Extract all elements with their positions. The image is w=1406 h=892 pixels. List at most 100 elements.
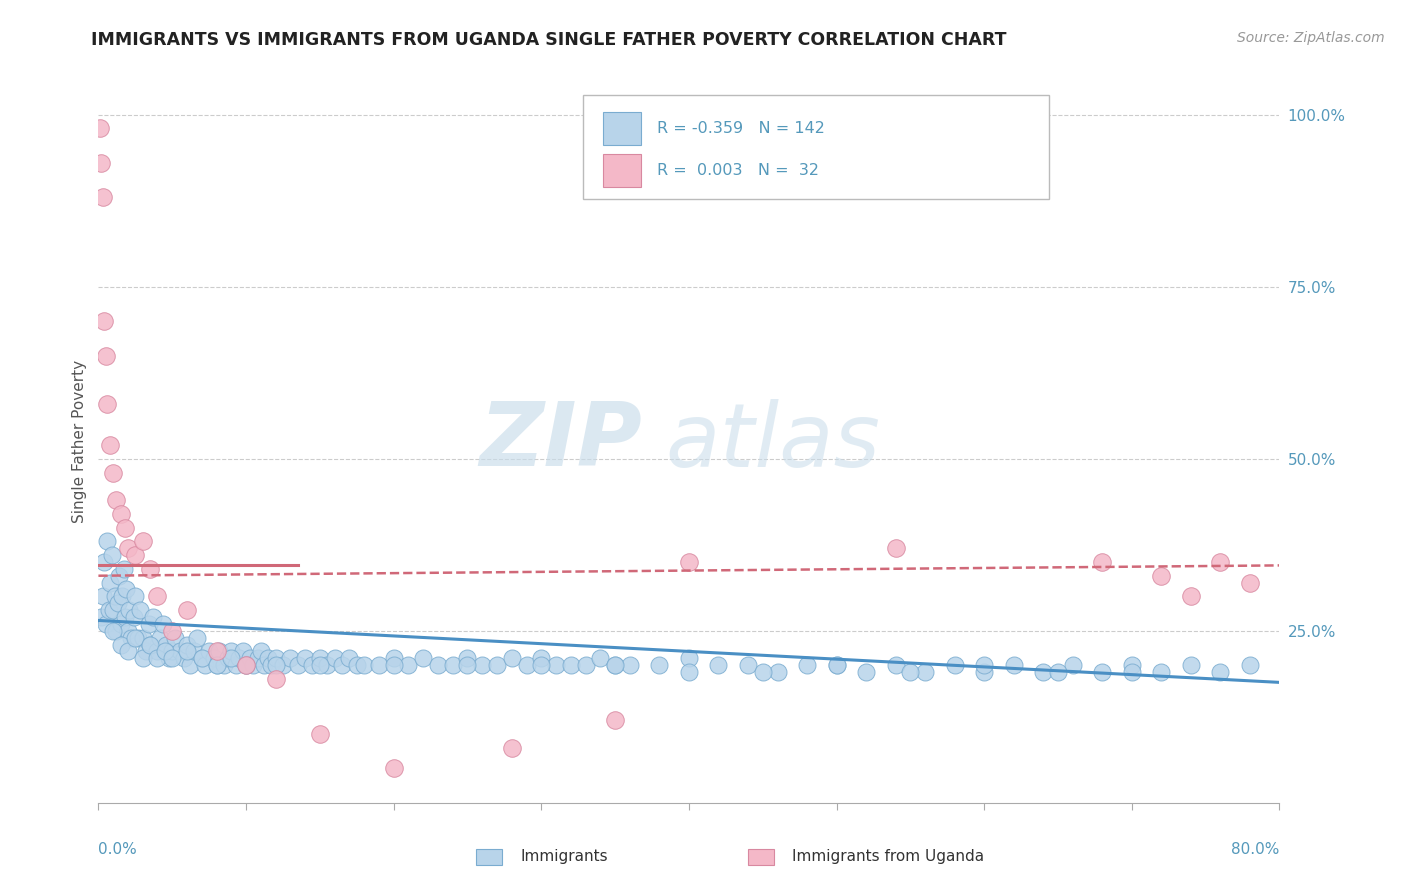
Point [825,658,848,673]
Point [264,672,287,686]
Point [900,665,922,679]
Point [221,644,243,658]
Point [176,603,198,617]
Point [114,610,136,624]
Point [707,658,730,673]
Point [294,651,316,665]
Point [260,658,283,673]
Point [176,638,198,652]
Point [264,658,287,673]
Point [1121,658,1143,673]
Point [127,631,149,645]
Point [914,665,936,679]
Point [124,631,146,645]
Point [501,651,523,665]
Point [107,596,129,610]
Point [1209,555,1232,569]
Point [112,562,135,576]
Point [546,658,568,673]
Point [309,651,332,665]
Point [589,651,612,665]
Point [128,603,150,617]
Point [117,624,139,638]
Point [124,590,146,604]
Point [94,349,117,363]
Point [132,534,155,549]
Text: Immigrants: Immigrants [520,849,607,864]
Point [250,644,273,658]
Point [1180,590,1202,604]
Point [138,616,160,631]
Point [457,651,479,665]
Point [1002,658,1025,673]
Point [217,651,239,665]
Point [346,658,368,673]
Point [191,651,214,665]
Point [208,644,231,658]
Point [132,651,155,665]
Text: 80.0%: 80.0% [1232,842,1279,856]
Point [120,631,142,645]
Point [96,534,118,549]
Point [103,466,125,480]
Point [162,644,183,658]
Point [1180,658,1202,673]
Point [1239,575,1261,590]
Point [132,631,155,645]
Point [316,658,339,673]
Point [153,644,176,658]
Point [605,713,627,727]
Point [205,658,228,673]
Point [648,658,671,673]
Point [91,590,114,604]
Point [457,658,479,673]
Point [205,658,228,673]
Point [169,644,191,658]
Point [353,658,375,673]
Point [139,562,162,576]
Point [271,658,294,673]
Point [103,603,125,617]
Text: atlas: atlas [665,399,880,484]
Point [105,624,128,638]
Point [1150,568,1173,582]
Text: 0.0%: 0.0% [98,842,138,856]
Point [441,658,464,673]
Point [1239,658,1261,673]
Point [619,658,641,673]
Point [183,644,205,658]
Point [560,658,582,673]
Point [309,727,332,741]
Point [242,658,264,673]
Point [235,658,257,673]
Point [235,658,257,673]
FancyBboxPatch shape [582,95,1049,200]
Text: R =  0.003   N =  32: R = 0.003 N = 32 [657,163,820,178]
Point [246,651,269,665]
Bar [603,112,641,145]
Point [678,555,700,569]
Point [212,658,235,673]
Point [1091,665,1114,679]
Point [146,590,169,604]
Point [280,651,302,665]
Point [139,638,162,652]
Point [162,624,183,638]
Point [111,590,134,604]
Point [103,624,125,638]
Point [98,575,121,590]
Point [471,658,494,673]
Point [1062,658,1084,673]
Point [257,651,280,665]
Point [225,658,247,673]
Point [98,438,121,452]
Point [239,651,262,665]
Point [855,665,877,679]
Point [142,610,165,624]
Point [89,121,111,136]
Point [501,740,523,755]
Point [110,616,132,631]
Point [825,658,848,673]
Bar [477,849,502,865]
Bar [748,849,773,865]
